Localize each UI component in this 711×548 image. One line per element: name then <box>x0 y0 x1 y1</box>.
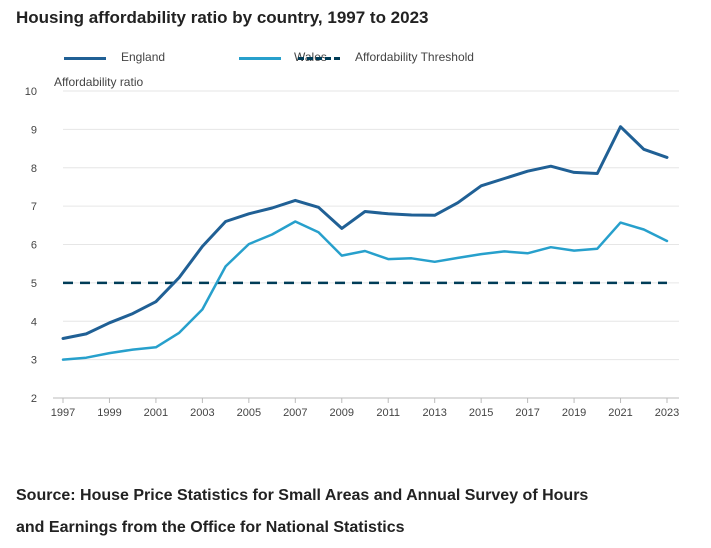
y-tick-label-7: 7 <box>31 201 37 213</box>
x-tick-label-2001: 2001 <box>144 407 168 419</box>
legend-swatch-wales <box>239 57 281 60</box>
y-tick-label-9: 9 <box>31 124 37 136</box>
x-tick-label-2019: 2019 <box>562 407 586 419</box>
legend-swatch-threshold <box>298 57 340 60</box>
y-tick-label-10: 10 <box>25 86 37 98</box>
x-tick-label-2021: 2021 <box>608 407 632 419</box>
x-tick-label-1997: 1997 <box>51 407 75 419</box>
source-line-1: Source: House Price Statistics for Small… <box>16 487 589 504</box>
y-tick-label-5: 5 <box>31 278 37 290</box>
x-tick-label-2023: 2023 <box>655 407 679 419</box>
legend-label-threshold: Affordability Threshold <box>355 50 474 64</box>
x-tick-label-2015: 2015 <box>469 407 493 419</box>
line-chart: 2 3 4 5 6 7 8 9 10 1997 1999 2001 2003 2005 2007 2009 20… <box>25 86 679 419</box>
x-tick-label-2007: 2007 <box>283 407 307 419</box>
x-tick-label-2011: 2011 <box>376 407 400 419</box>
series-line-wales <box>61 220 669 361</box>
x-tick-label-1999: 1999 <box>97 407 121 419</box>
x-tick-label-2005: 2005 <box>237 407 261 419</box>
y-tick-label-6: 6 <box>31 240 37 252</box>
y-tick-label-2: 2 <box>31 393 37 405</box>
x-tick-label-2017: 2017 <box>515 407 539 419</box>
y-tick-label-3: 3 <box>31 355 37 367</box>
y-tick-label-8: 8 <box>31 163 37 175</box>
x-tick-label-2009: 2009 <box>330 407 354 419</box>
x-tick-label-2013: 2013 <box>422 407 446 419</box>
y-axis-label: Affordability ratio <box>54 75 144 89</box>
source-line-2: and Earnings from the Office for Nationa… <box>16 519 405 536</box>
x-tick-label-2003: 2003 <box>190 407 214 419</box>
series-line-england <box>61 125 669 340</box>
legend-swatch-england <box>64 57 106 60</box>
chart-title: Housing affordability ratio by country, … <box>16 8 429 27</box>
legend-label-england: England <box>121 50 166 64</box>
y-tick-label-4: 4 <box>31 316 37 328</box>
